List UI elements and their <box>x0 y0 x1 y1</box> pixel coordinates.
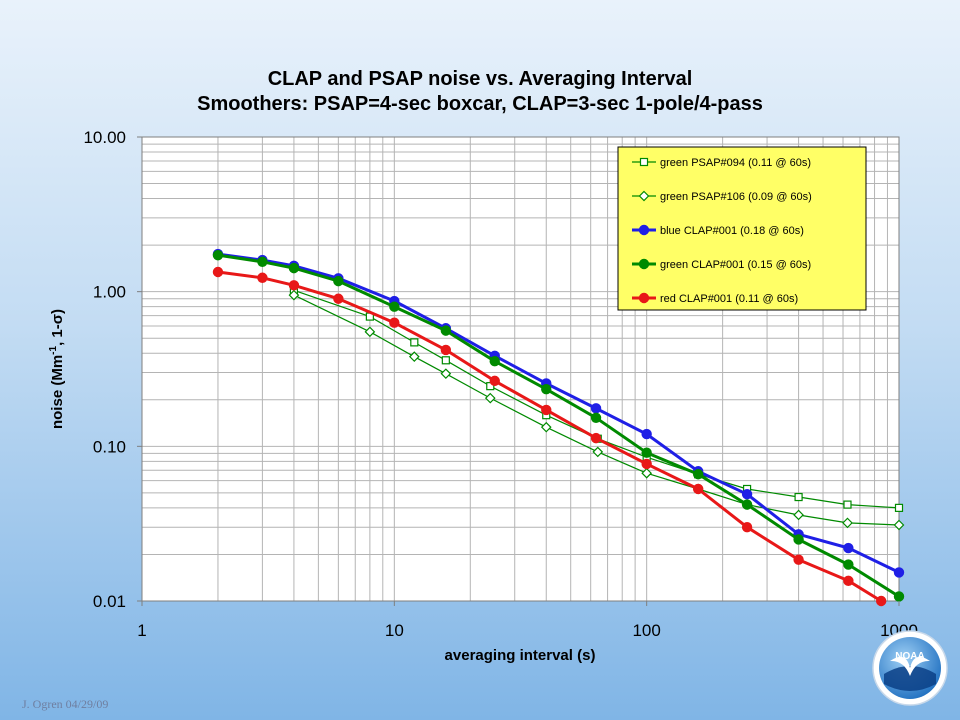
data-point <box>843 559 854 570</box>
data-point <box>893 591 905 602</box>
y-tick-label: 10.00 <box>83 128 126 147</box>
data-point <box>590 412 602 423</box>
data-point <box>364 326 376 338</box>
series-4 <box>212 266 887 607</box>
legend-label: green CLAP#001 (0.15 @ 60s) <box>660 259 811 271</box>
data-point <box>741 489 753 500</box>
legend-label: blue CLAP#001 (0.18 @ 60s) <box>660 225 804 237</box>
x-tick-label: 10 <box>385 621 404 640</box>
y-axis-title-tail: , 1-σ) <box>49 309 66 346</box>
data-point <box>842 517 853 529</box>
legend-swatch-marker <box>638 258 650 270</box>
data-point <box>257 272 268 283</box>
data-point <box>441 356 450 365</box>
data-point <box>440 368 452 380</box>
data-point <box>893 567 905 578</box>
y-tick-label: 0.01 <box>93 592 126 611</box>
data-point <box>794 492 803 502</box>
data-point <box>741 522 753 533</box>
data-point <box>590 432 602 444</box>
chart-title: CLAP and PSAP noise vs. Averaging Interv… <box>268 68 693 90</box>
data-point <box>408 351 420 363</box>
legend-swatch-marker <box>639 157 649 167</box>
data-point <box>541 384 552 395</box>
data-point <box>641 467 653 479</box>
y-tick-label: 1.00 <box>93 283 126 302</box>
y-axis-title-superscript: -1 <box>48 345 59 354</box>
y-axis-ticks: 0.01 0.10 1.00 10.00 <box>83 128 142 611</box>
data-point <box>875 595 887 607</box>
data-point <box>489 375 500 387</box>
data-point <box>641 428 652 440</box>
noaa-logo-text: NOAA <box>895 651 924 662</box>
data-point <box>257 256 268 267</box>
series-3 <box>212 250 905 602</box>
data-point <box>540 421 552 433</box>
data-point <box>288 262 300 274</box>
legend-item: blue CLAP#001 (0.18 @ 60s) <box>632 224 804 237</box>
x-axis-title: averaging interval (s) <box>445 647 596 664</box>
noaa-logo: NOAA <box>872 630 948 706</box>
data-point <box>389 317 400 328</box>
plot-border <box>141 136 900 602</box>
legend-item: red CLAP#001 (0.11 @ 60s) <box>632 292 798 305</box>
y-tick-label: 0.10 <box>93 437 126 456</box>
data-point <box>333 275 344 287</box>
data-point <box>484 392 496 404</box>
y-axis-title: noise (Mm-1, 1-σ) <box>48 309 66 429</box>
data-point <box>793 509 804 521</box>
data-point <box>288 280 300 291</box>
legend-swatch-marker <box>638 224 650 236</box>
legend-swatch-marker <box>638 292 650 304</box>
legend-label: green PSAP#094 (0.11 @ 60s) <box>660 157 811 169</box>
legend-label: green PSAP#106 (0.09 @ 60s) <box>660 191 812 203</box>
data-point <box>440 344 452 356</box>
legend-item: green CLAP#001 (0.15 @ 60s) <box>632 258 811 271</box>
legend: green PSAP#094 (0.11 @ 60s) green PSAP#10… <box>617 146 867 311</box>
chart-subtitle: Smoothers: PSAP=4-sec boxcar, CLAP=3-sec… <box>197 93 763 115</box>
data-point <box>692 483 704 495</box>
data-point <box>489 356 500 367</box>
data-point <box>212 266 224 278</box>
data-point <box>894 503 904 512</box>
data-point <box>793 554 804 565</box>
data-point <box>843 500 852 509</box>
x-tick-label: 100 <box>632 621 660 640</box>
x-tick-label: 1 <box>137 621 146 640</box>
data-point <box>590 403 602 414</box>
data-point <box>333 293 344 304</box>
legend-label: red CLAP#001 (0.11 @ 60s) <box>660 293 798 305</box>
legend-box <box>617 146 867 311</box>
data-point <box>440 325 452 336</box>
data-point <box>843 575 854 587</box>
data-point <box>410 338 419 347</box>
x-axis-ticks: 1 10 100 1000 <box>137 601 918 640</box>
data-point <box>541 404 552 416</box>
footer-credit: J. Ogren 04/29/09 <box>22 697 109 711</box>
data-point <box>641 447 652 458</box>
data-point <box>843 542 854 554</box>
data-point <box>893 519 905 531</box>
legend-item: green PSAP#094 (0.11 @ 60s) <box>632 157 811 169</box>
data-point <box>212 250 224 261</box>
data-point <box>288 289 300 301</box>
legend-item: green PSAP#106 (0.09 @ 60s) <box>632 190 812 203</box>
series-layer <box>212 248 905 607</box>
y-axis-title-main: noise (Mm <box>49 355 66 429</box>
data-point <box>741 499 753 510</box>
data-point <box>592 446 604 458</box>
data-point <box>641 458 652 470</box>
data-point <box>793 534 804 545</box>
data-point <box>389 301 400 312</box>
legend-swatch-marker <box>638 190 650 202</box>
data-point <box>692 469 704 480</box>
